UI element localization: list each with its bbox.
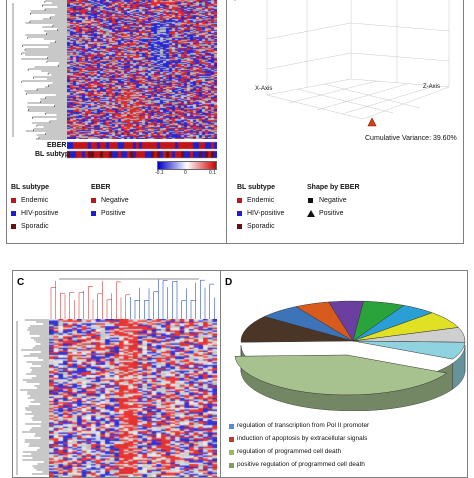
legend-b-label-endemic: Endemic bbox=[247, 197, 275, 204]
legend-subtype-title: BL subtype bbox=[11, 184, 49, 191]
pca-point-triangle bbox=[367, 117, 377, 127]
legend-b-label-negative: Negative bbox=[319, 197, 347, 204]
panel-d: D regulation of transcription from Pol I… bbox=[220, 270, 468, 478]
legend-b-swatch-endemic bbox=[237, 198, 242, 203]
pie-chart-3d bbox=[234, 300, 466, 411]
row-dendrogram-c bbox=[16, 319, 49, 475]
pie-slice bbox=[240, 316, 354, 343]
pie-slice bbox=[234, 354, 448, 396]
z-axis-label: Z-Axis bbox=[423, 84, 440, 90]
column-dendrogram-c bbox=[50, 278, 215, 319]
scale-max: 0.1 bbox=[209, 170, 216, 176]
legend-b-swatch-hiv bbox=[237, 211, 242, 216]
color-scale-bar bbox=[157, 161, 217, 170]
pca-3d-plot bbox=[234, 0, 450, 120]
annotation-bars-a bbox=[67, 141, 217, 159]
legend-label-sporadic: Sporadic bbox=[21, 223, 49, 230]
legend-label-hiv: HIV-positive bbox=[21, 210, 59, 217]
legend-b-label-positive: Positive bbox=[319, 210, 344, 217]
legend-swatch-endemic bbox=[11, 198, 16, 203]
legend-d-swatch-0 bbox=[229, 424, 234, 429]
legend-swatch-negative bbox=[91, 198, 96, 203]
legend-b-label-hiv: HIV-positive bbox=[247, 210, 285, 217]
row-label-bl-subtype: BL subtype bbox=[35, 151, 73, 158]
legend-d-label-3: positive regulation of programmed cell d… bbox=[237, 461, 365, 468]
square-icon bbox=[308, 198, 313, 203]
triangle-icon bbox=[307, 210, 315, 217]
scale-mid: 0 bbox=[184, 170, 187, 176]
legend-label-endemic: Endemic bbox=[21, 197, 49, 204]
panel-letter-d: D bbox=[225, 277, 233, 288]
legend-d-swatch-1 bbox=[229, 437, 234, 442]
legend-swatch-positive bbox=[91, 211, 96, 216]
panel-letter-c: C bbox=[17, 277, 25, 288]
cumulative-variance: Cumulative Variance: 39.60% bbox=[365, 135, 457, 142]
legend-b-label-sporadic: Sporadic bbox=[247, 223, 275, 230]
dendrogram-a bbox=[12, 0, 67, 140]
legend-swatch-hiv bbox=[11, 211, 16, 216]
legend-b-subtype-title: BL subtype bbox=[237, 184, 275, 191]
legend-swatch-sporadic bbox=[11, 224, 16, 229]
panel-c: C bbox=[12, 270, 222, 478]
legend-b-shape-title: Shape by EBER bbox=[307, 184, 360, 191]
x-axis-label: X-Axis bbox=[255, 86, 273, 92]
heatmap-a bbox=[67, 0, 217, 139]
row-label-eber: EBER bbox=[47, 142, 67, 149]
legend-d-swatch-3 bbox=[229, 463, 234, 468]
legend-d-label-0: regulation of transcription from Pol II … bbox=[237, 422, 370, 429]
legend-d-swatch-2 bbox=[229, 450, 234, 455]
scale-min: -0.1 bbox=[155, 170, 164, 176]
legend-label-negative: Negative bbox=[101, 197, 129, 204]
panel-b: X-Axis Z-Axis Cumulative Variance: 39.60… bbox=[226, 0, 464, 244]
legend-d-label-2: regulation of programmed cell death bbox=[237, 448, 342, 455]
panel-a: EBER BL subtype -0.1 0 0.1 BL subtype En… bbox=[6, 0, 230, 244]
legend-label-positive: Positive bbox=[101, 210, 126, 217]
legend-b-swatch-sporadic bbox=[237, 224, 242, 229]
legend-eber-title: EBER bbox=[91, 184, 111, 191]
heatmap-c bbox=[49, 319, 217, 477]
legend-d-label-1: induction of apoptosis by extracellular … bbox=[237, 435, 368, 442]
pie-slice bbox=[352, 340, 466, 360]
